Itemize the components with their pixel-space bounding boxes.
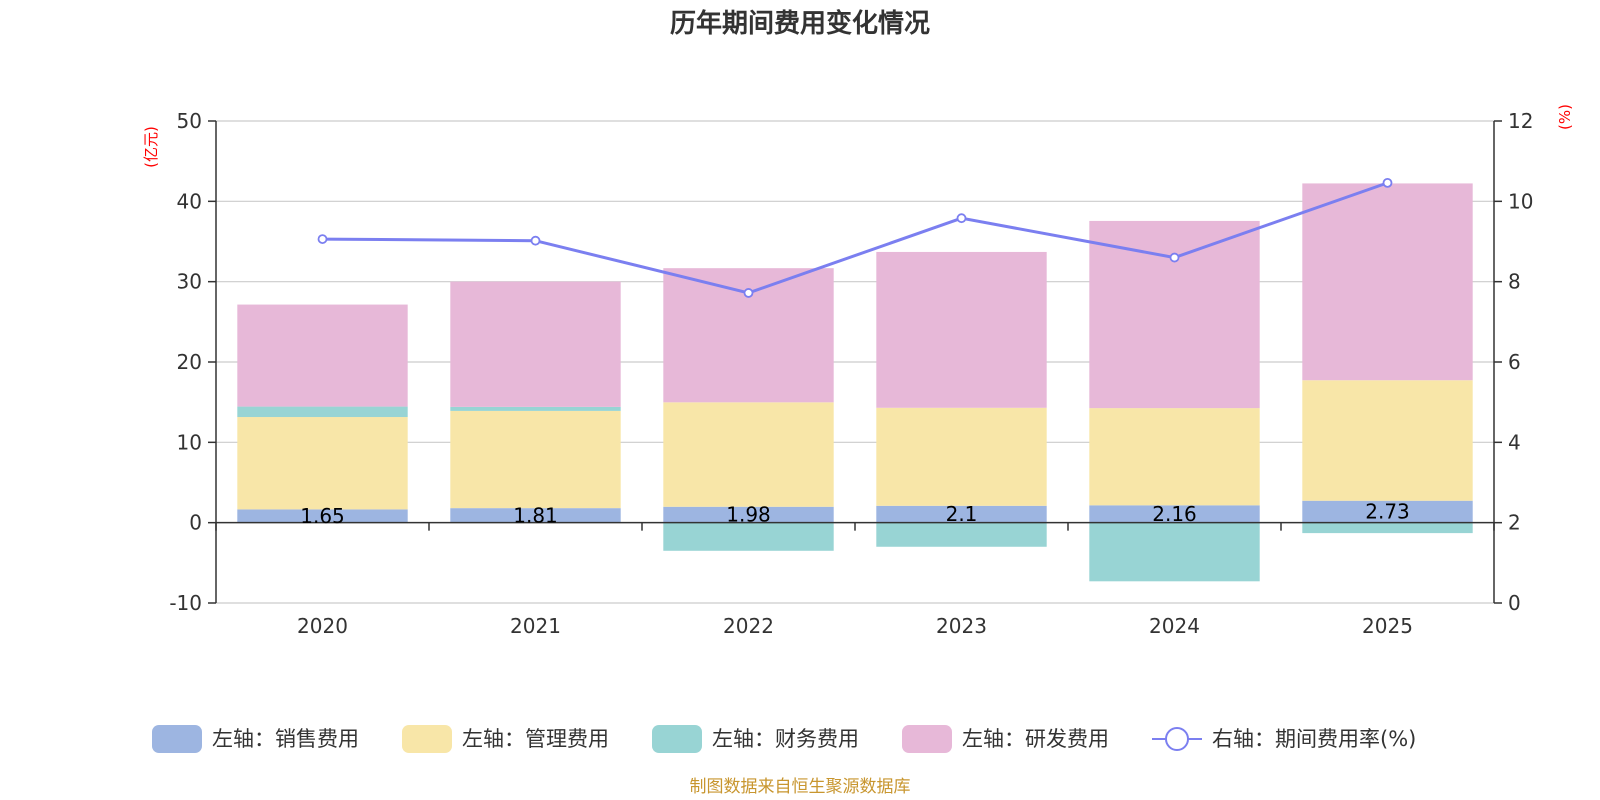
- bar-series0-2022: [663, 506, 834, 523]
- legend: 左轴：销售费用 左轴：管理费用 左轴：财务费用 左轴：研发费用 右轴：期间费用率(%): [152, 725, 1416, 753]
- right-tick-label: 6: [1508, 350, 1521, 374]
- bar-series1-2020: [237, 417, 408, 510]
- bar-series2-2021: [450, 406, 621, 411]
- legend-label-2: 左轴：财务费用: [712, 727, 859, 751]
- chart-title: 历年期间费用变化情况: [670, 8, 930, 39]
- bar-series1-2021: [450, 410, 621, 509]
- bar-series2-2022: [663, 522, 834, 551]
- data-label-2020: 1.65: [300, 504, 345, 528]
- bar-series2-2024: [1089, 522, 1260, 582]
- legend-label-3: 左轴：研发费用: [962, 727, 1109, 751]
- bar-series3-2024: [1089, 220, 1260, 409]
- legend-marker-4: [1165, 727, 1189, 751]
- bar-series0-2024: [1089, 505, 1260, 523]
- left-tick-label: 10: [177, 430, 202, 454]
- bar-series1-2024: [1089, 408, 1260, 506]
- bar-series0-2023: [876, 505, 1047, 523]
- bar-series3-2025: [1302, 183, 1473, 381]
- right-tick-label: 0: [1508, 591, 1521, 615]
- left-tick-label: 30: [177, 270, 202, 294]
- rate-point-2024: [1169, 252, 1180, 263]
- rate-point-2025: [1382, 177, 1393, 188]
- left-tick-label: 20: [177, 350, 202, 374]
- data-label-2021: 1.81: [513, 503, 558, 527]
- left-tick-label: 0: [189, 511, 202, 535]
- left-axis-unit: (亿元): [142, 126, 160, 168]
- legend-swatch-2: [652, 725, 702, 753]
- right-tick-label: 10: [1508, 189, 1533, 213]
- gridlines: [216, 120, 1494, 604]
- bar-series2-2023: [876, 522, 1047, 547]
- bar-layer: [237, 183, 1473, 582]
- x-tick-label-2023: 2023: [936, 614, 987, 638]
- bar-series2-2020: [237, 406, 408, 418]
- data-label-2022: 1.98: [726, 503, 771, 527]
- right-tick-label: 2: [1508, 511, 1521, 535]
- rate-line: [322, 181, 1388, 295]
- legend-swatch-0: [152, 725, 202, 753]
- x-tick-label-2022: 2022: [723, 614, 774, 638]
- left-tick-label: 50: [177, 109, 202, 133]
- right-tick-label: 8: [1508, 270, 1521, 294]
- x-tick-label-2025: 2025: [1362, 614, 1413, 638]
- bar-series3-2021: [450, 281, 621, 407]
- rate-point-2020: [317, 234, 328, 244]
- left-tick-label: 40: [177, 189, 202, 213]
- bar-series3-2023: [876, 251, 1047, 408]
- x-tick-label-2024: 2024: [1149, 614, 1200, 638]
- right-axis-unit: (%): [1556, 104, 1574, 130]
- right-tick-label: 12: [1508, 109, 1533, 133]
- source-note: 制图数据来自恒生聚源数据库: [690, 777, 911, 797]
- data-label-2023: 2.1: [946, 502, 978, 526]
- bar-series0-2021: [450, 508, 621, 523]
- legend-label-1: 左轴：管理费用: [462, 727, 609, 751]
- line-layer: [317, 177, 1393, 298]
- right-tick-label: 4: [1508, 430, 1521, 454]
- bar-series0-2025: [1302, 500, 1473, 523]
- x-tick-label-2021: 2021: [510, 614, 561, 638]
- bar-series1-2022: [663, 402, 834, 507]
- legend-label-0: 左轴：销售费用: [212, 727, 359, 751]
- legend-label-4: 右轴：期间费用率(%): [1212, 727, 1416, 751]
- data-label-2024: 2.16: [1152, 502, 1197, 526]
- bar-series2-2025: [1302, 522, 1473, 534]
- legend-swatch-1: [402, 725, 452, 753]
- rate-point-2022: [743, 288, 754, 298]
- bar-series1-2023: [876, 407, 1047, 506]
- rate-point-2021: [530, 235, 541, 246]
- x-tick-label-2020: 2020: [297, 614, 348, 638]
- bar-series1-2025: [1302, 380, 1473, 501]
- rate-point-2023: [956, 213, 967, 224]
- left-tick-label: -10: [169, 591, 202, 615]
- data-label-2025: 2.73: [1365, 500, 1410, 524]
- bar-series3-2020: [237, 304, 408, 407]
- bar-series0-2020: [237, 509, 408, 523]
- data-labels: 1.65 1.81 1.98 2.1 2.16 2.73: [300, 500, 1410, 528]
- legend-swatch-3: [902, 725, 952, 753]
